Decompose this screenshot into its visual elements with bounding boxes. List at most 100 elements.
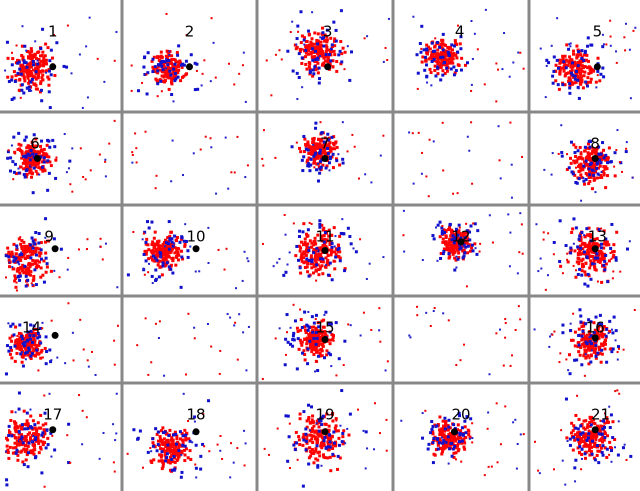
red-point [370,328,373,331]
red-point [295,45,299,49]
red-point [332,259,336,263]
blue-point [418,42,422,46]
blue-point [561,459,564,462]
red-point [577,442,581,446]
red-point [447,241,451,245]
blue-point [71,147,74,150]
red-point [446,45,450,49]
red-point [616,389,619,392]
blue-point [590,239,593,242]
blue-point [55,156,58,159]
blue-point [616,453,620,457]
blue-point [53,269,56,272]
red-point [582,177,585,180]
red-point [445,438,449,442]
red-point [25,250,29,254]
red-point [315,440,319,444]
red-point [316,255,320,259]
blue-point [576,64,580,68]
blue-point [323,436,327,440]
blue-point [370,181,373,184]
blue-point [48,59,52,63]
red-point [31,331,35,335]
red-point [170,58,174,62]
blue-point [42,60,45,63]
centroid [51,245,59,253]
blue-point [305,257,309,261]
blue-point [302,438,306,442]
blue-point [327,161,331,165]
blue-point [322,240,326,244]
red-point [305,67,309,71]
blue-point [447,252,451,256]
red-point [338,234,342,238]
red-point [21,263,25,267]
blue-point [161,431,165,435]
red-point [30,175,34,179]
blue-point [71,190,74,193]
red-point [616,358,619,361]
red-point [17,436,21,440]
blue-point [310,258,314,262]
red-point [40,76,44,80]
blue-point [284,337,288,341]
blue-point [488,373,491,376]
blue-point [23,175,27,179]
blue-point [611,328,614,331]
red-point [67,302,70,305]
red-point [439,252,443,256]
red-point [326,442,330,446]
red-point [144,242,148,246]
blue-point [569,322,572,325]
red-point [583,348,587,352]
red-point [400,419,403,422]
panel-label: 4 [455,23,465,41]
red-point [31,245,35,249]
blue-point [50,359,53,362]
blue-point [168,238,172,242]
red-point [379,340,382,343]
blue-point [29,323,33,327]
red-point [184,438,188,442]
red-point [84,178,87,181]
blue-point [174,442,178,446]
red-point [42,153,46,157]
red-point [425,43,429,47]
red-point [589,436,593,440]
blue-point [547,61,551,65]
blue-point [580,334,584,338]
red-point [577,439,581,443]
red-point [319,36,322,39]
red-point [312,334,316,338]
red-point [572,424,576,428]
blue-point [286,459,290,463]
red-point [159,244,163,248]
red-point [37,343,41,347]
red-point [30,162,34,166]
blue-point [320,131,324,135]
red-point [174,60,178,64]
red-point [575,269,578,272]
blue-point [24,61,28,65]
red-point [37,264,41,268]
blue-point [435,40,439,44]
red-point [42,157,46,161]
red-point [26,62,30,66]
blue-point [510,196,513,199]
red-point [306,158,310,162]
red-point [589,450,593,454]
red-point [322,453,326,457]
blue-point [591,262,595,266]
blue-point [631,176,634,179]
red-point [586,142,590,146]
red-point [314,457,318,461]
red-point [317,273,321,277]
centroid [192,428,200,436]
red-point [22,409,26,413]
blue-point [471,437,474,440]
red-point [522,433,525,436]
red-point [41,50,45,54]
red-point [408,334,411,337]
red-point [610,446,614,450]
red-point [319,40,323,44]
